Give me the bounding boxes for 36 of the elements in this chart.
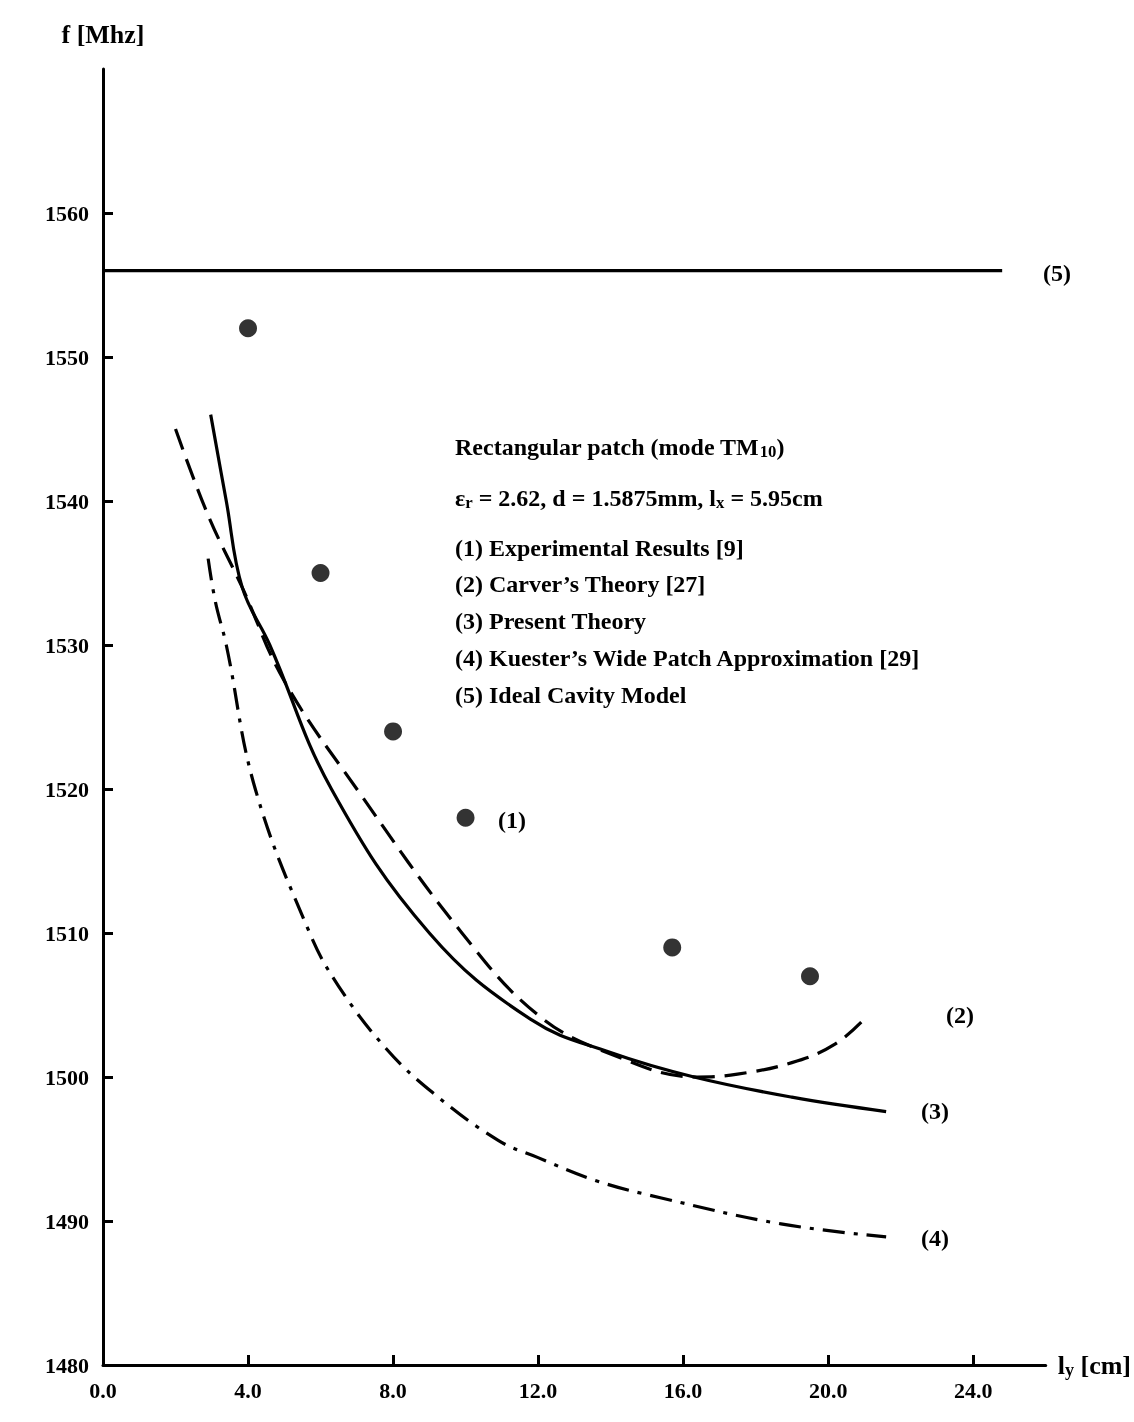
- point: [384, 722, 403, 741]
- y-axis-title: f [Mhz]: [61, 19, 145, 49]
- x-tick-label: 0.0: [89, 1377, 117, 1403]
- annotation: (1): [498, 807, 526, 833]
- annotation: (4) Kuester’s Wide Patch Approximation [29]: [455, 645, 920, 671]
- annotation: (2): [946, 1002, 974, 1028]
- x-tick-label: 8.0: [379, 1377, 407, 1403]
- point: [801, 967, 819, 986]
- y-tick-label: 1480: [45, 1352, 89, 1378]
- x-tick-label: 16.0: [663, 1377, 703, 1403]
- annotation: (4): [921, 1225, 949, 1251]
- annotation: (3): [921, 1098, 949, 1124]
- point: [456, 808, 475, 827]
- annotation: (1) Experimental Results [9]: [455, 535, 744, 561]
- point: [663, 938, 682, 957]
- annotation: (5): [1043, 260, 1071, 286]
- annotation: Rectangular patch (mode TM10): [455, 434, 785, 461]
- annotation: (2) Carver’s Theory [27]: [455, 571, 706, 597]
- annotation: (5) Ideal Cavity Model: [455, 682, 687, 708]
- y-tick-label: 1510: [45, 920, 89, 946]
- x-tick-label: 12.0: [518, 1377, 558, 1403]
- x-tick-label: 4.0: [234, 1377, 262, 1403]
- x-axis-title: ly [cm]: [1057, 1350, 1131, 1380]
- y-tick-label: 1520: [45, 776, 89, 802]
- y-tick-label: 1550: [45, 344, 89, 370]
- y-tick-label: 1530: [45, 632, 89, 658]
- x-tick-label: 24.0: [953, 1377, 993, 1403]
- y-tick-label: 1490: [45, 1208, 89, 1234]
- y-tick-label: 1540: [45, 488, 89, 514]
- point: [311, 564, 330, 582]
- x-tick-label: 20.0: [808, 1377, 848, 1403]
- y-tick-label: 1560: [45, 200, 89, 226]
- point: [239, 319, 258, 338]
- annotation: εr = 2.62, d = 1.5875mm, lx = 5.95cm: [455, 485, 823, 512]
- y-tick-label: 1500: [45, 1064, 89, 1090]
- annotation: (3) Present Theory: [455, 608, 647, 634]
